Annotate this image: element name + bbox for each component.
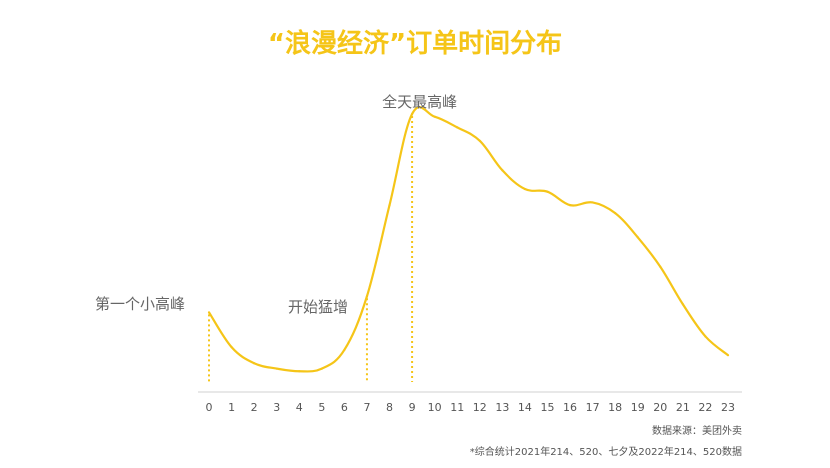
x-tick-label: 14 [518,401,532,414]
data-point-23 [726,354,730,357]
annotations: 第一个小高峰 开始猛增 全天最高峰 [95,93,457,316]
series-layer [207,106,730,373]
series-line [208,106,729,373]
x-tick-label: 6 [341,401,348,414]
x-tick-label: 17 [586,401,600,414]
data-point-22 [704,335,707,338]
data-source-note: 数据来源：美团外卖 [652,424,742,437]
x-tick-label: 4 [296,401,303,414]
x-tick-label: 1 [228,401,235,414]
data-point-5 [320,367,323,370]
x-tick-label: 11 [450,401,464,414]
data-point-6 [343,348,346,351]
data-point-8 [388,204,391,207]
chart-title: “浪漫经济”订单时间分布 [268,28,562,59]
x-tick-label: 2 [251,401,258,414]
x-tick-label: 23 [721,401,735,414]
x-tick-label: 22 [698,401,712,414]
data-point-9 [410,112,414,116]
x-tick-label: 20 [653,401,667,414]
x-tick-label: 9 [409,401,416,414]
data-point-18 [614,212,617,215]
x-tick-label: 19 [631,401,645,414]
statistics-footnote: *综合统计2021年214、520、七夕及2022年214、520数据 [470,445,742,458]
x-tick-label: 7 [363,401,370,414]
annotation-label-7: 开始猛增 [288,298,348,316]
data-point-21 [681,303,684,306]
data-point-14 [523,187,527,191]
x-tick-label: 5 [318,401,325,414]
data-point-13 [501,169,504,172]
data-point-10 [433,115,436,118]
annotation-label-0: 第一个小高峰 [95,295,185,313]
data-point-17 [591,201,594,204]
data-point-16 [568,204,572,207]
annotation-label-9: 全天最高峰 [382,93,457,111]
data-point-12 [478,139,481,142]
data-point-20 [659,265,662,268]
x-tick-label: 3 [273,401,280,414]
x-tick-label: 21 [676,401,690,414]
data-point-3 [275,367,278,370]
data-point-0 [207,311,211,314]
x-tick-label: 18 [608,401,622,414]
data-point-19 [636,236,639,239]
x-tick-label: 16 [563,401,577,414]
data-point-7 [365,295,369,298]
annotation-guides [208,116,414,382]
data-point-1 [230,346,233,349]
x-tick-label: 13 [495,401,509,414]
data-point-11 [456,126,459,129]
data-point-15 [546,190,549,193]
data-point-4 [298,370,301,373]
data-point-2 [253,362,256,365]
x-tick-label: 10 [428,401,442,414]
x-tick-label: 12 [473,401,487,414]
x-tick-labels: 0 1 2 3 4 5 6 7 8 9 10 11 12 13 14 15 16 17 18 19 20 21 22 23 [206,401,736,414]
x-tick-label: 8 [386,401,393,414]
x-tick-label: 15 [540,401,554,414]
x-tick-label: 0 [206,401,213,414]
